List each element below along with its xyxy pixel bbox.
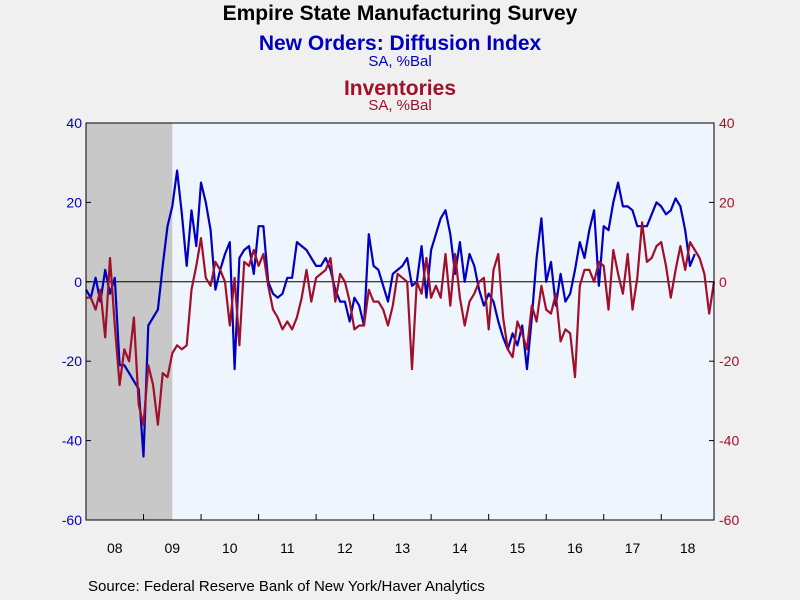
recession-shading <box>86 123 173 520</box>
right-tick-label: 20 <box>719 194 735 210</box>
inventories-line <box>86 221 716 426</box>
right-tick-label: -20 <box>719 353 739 369</box>
source-note: Source: Federal Reserve Bank of New York… <box>88 578 485 595</box>
x-tick-label: 08 <box>107 540 123 556</box>
x-tick-label: 10 <box>222 540 238 556</box>
x-tick-label: 15 <box>510 540 526 556</box>
x-tick-label: 14 <box>452 540 468 556</box>
right-tick-label: -60 <box>719 512 739 528</box>
right-tick-label: 40 <box>719 115 735 131</box>
right-tick-label: -40 <box>719 433 739 449</box>
series-1-title: New Orders: Diffusion Index <box>258 32 542 55</box>
x-tick-label: 17 <box>625 540 641 556</box>
x-tick-label: 09 <box>164 540 180 556</box>
left-tick-label: -60 <box>62 512 82 528</box>
x-tick-label: 11 <box>280 540 295 556</box>
plot-area <box>86 123 714 520</box>
left-tick-label: 0 <box>74 274 82 290</box>
chart-title: Empire State Manufacturing Survey <box>222 2 578 25</box>
series-2-title: Inventories <box>343 77 457 100</box>
new-orders-line <box>85 169 696 458</box>
left-tick-label: -40 <box>62 433 82 449</box>
left-tick-label: 20 <box>66 194 82 210</box>
left-tick-label: -20 <box>62 353 82 369</box>
plot-frame <box>85 122 715 521</box>
series-2-units: SA, %Bal <box>368 97 432 114</box>
x-tick-label: 16 <box>567 540 583 556</box>
series-1-units: SA, %Bal <box>368 53 432 70</box>
left-tick-label: 40 <box>66 115 82 131</box>
x-tick-label: 18 <box>680 540 696 556</box>
right-tick-label: 0 <box>719 274 727 290</box>
x-tick-label: 13 <box>395 540 411 556</box>
x-tick-label: 12 <box>337 540 353 556</box>
